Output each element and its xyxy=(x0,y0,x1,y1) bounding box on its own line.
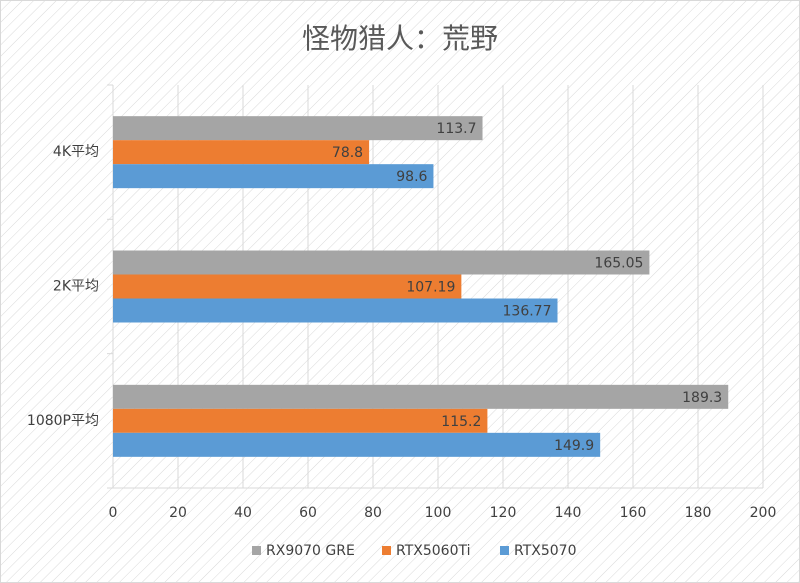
value-label: 136.77 xyxy=(503,304,552,320)
y-tick-label: 1080P平均 xyxy=(27,413,99,429)
x-tick-label: 120 xyxy=(490,505,517,521)
y-tick-label: 4K平均 xyxy=(53,144,99,160)
value-label: 189.3 xyxy=(682,390,722,406)
legend-label: RTX5070 xyxy=(514,543,576,559)
bar xyxy=(113,408,488,433)
bar xyxy=(113,164,434,189)
value-label: 165.05 xyxy=(594,256,643,272)
value-label: 78.8 xyxy=(332,145,363,161)
bar xyxy=(113,250,650,275)
bar xyxy=(113,384,729,409)
value-label: 107.19 xyxy=(406,280,455,296)
legend-swatch xyxy=(382,546,391,555)
x-tick-label: 140 xyxy=(555,505,582,521)
x-tick-label: 40 xyxy=(234,505,252,521)
x-tick-label: 160 xyxy=(620,505,647,521)
value-label: 113.7 xyxy=(436,121,476,137)
x-tick-label: 80 xyxy=(364,505,382,521)
value-label: 98.6 xyxy=(396,169,427,185)
x-tick-label: 20 xyxy=(169,505,187,521)
x-tick-label: 200 xyxy=(750,505,777,521)
y-tick-label: 2K平均 xyxy=(53,279,99,295)
bar xyxy=(113,274,462,299)
bar xyxy=(113,298,558,323)
x-tick-label: 180 xyxy=(685,505,712,521)
x-tick-label: 0 xyxy=(109,505,118,521)
legend-swatch xyxy=(500,546,509,555)
bar xyxy=(113,432,601,457)
chart-title: 怪物猎人：荒野 xyxy=(302,22,498,55)
value-label: 149.9 xyxy=(554,438,594,454)
value-label: 115.2 xyxy=(441,414,481,430)
bar xyxy=(113,116,483,141)
x-tick-label: 60 xyxy=(299,505,317,521)
bar xyxy=(113,140,370,165)
legend-label: RX9070 GRE xyxy=(266,543,355,559)
legend-label: RTX5060Ti xyxy=(396,543,471,559)
legend-swatch xyxy=(252,546,261,555)
x-tick-label: 100 xyxy=(425,505,452,521)
